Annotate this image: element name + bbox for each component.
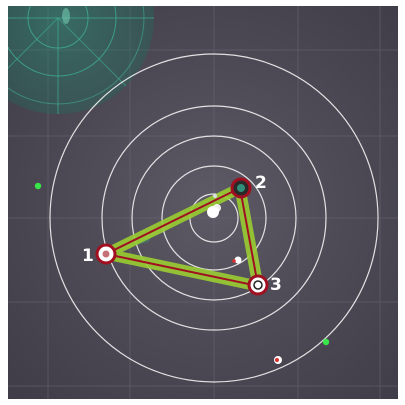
node-2[interactable]: 2 [230,173,267,199]
green-orb [34,182,42,190]
radar-sweep-icon [8,6,154,114]
orbit-rings [49,53,379,383]
node-3[interactable]: 3 [247,274,282,296]
node-2-label: 2 [255,173,267,193]
node-3-label: 3 [270,275,282,295]
center-core-icon [207,194,221,218]
triangle-edges [105,187,259,287]
triangle-edges-glow [100,182,264,292]
game-board[interactable]: 1 2 3 [8,6,398,399]
game-canvas[interactable]: 1 2 3 [8,6,398,399]
green-orb [322,338,330,346]
node-1[interactable]: 1 [82,243,117,266]
enemy-dot [274,356,282,364]
node-1-label: 1 [82,246,94,266]
projectile [232,256,242,264]
